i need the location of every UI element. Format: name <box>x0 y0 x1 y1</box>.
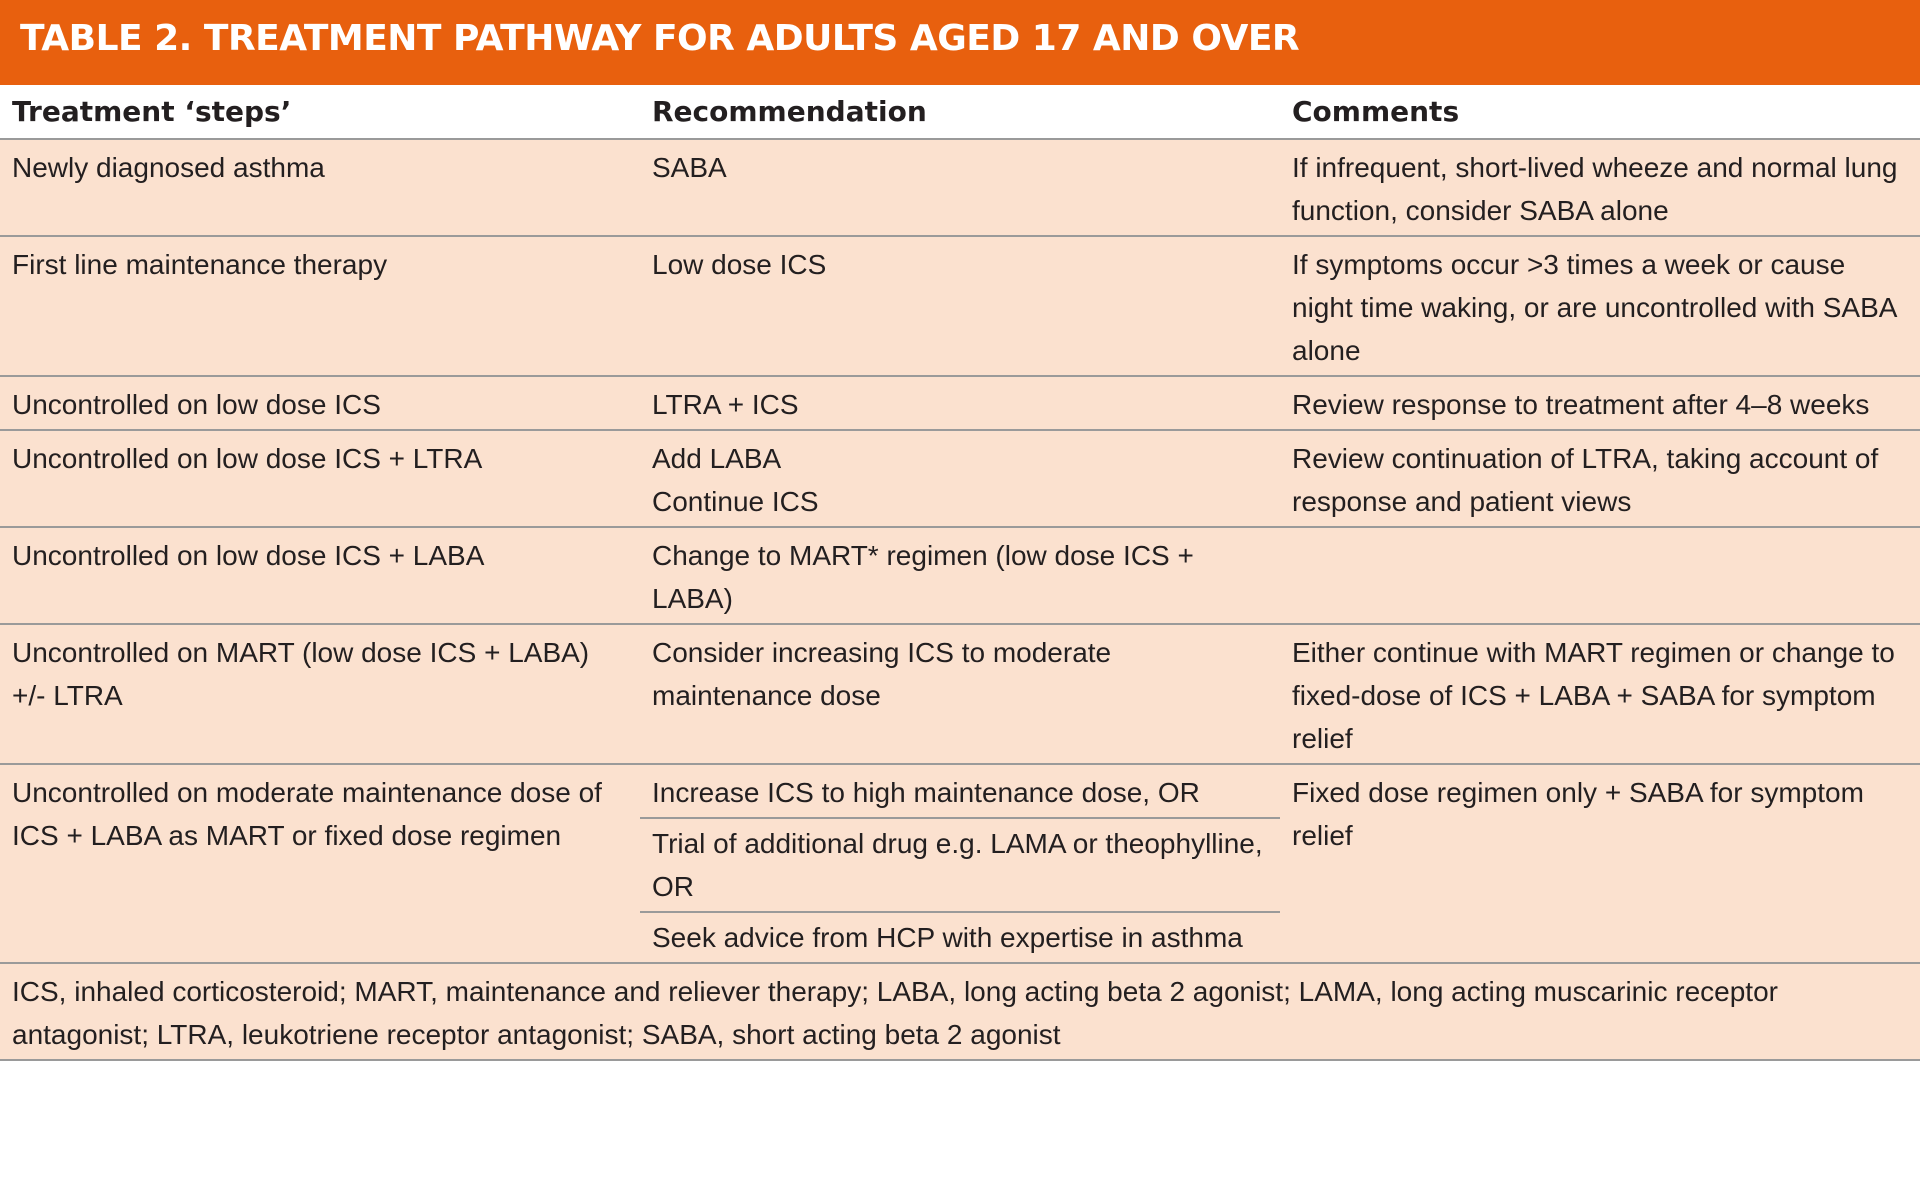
comment-cell: Review response to treatment after 4–8 w… <box>1280 376 1920 431</box>
step-cell: Uncontrolled on moderate maintenance dos… <box>0 764 640 964</box>
table-row: Uncontrolled on moderate maintenance dos… <box>0 764 1920 964</box>
treatment-table: Treatment ‘steps’ Recommendation Comment… <box>0 85 1920 1061</box>
comment-cell: Either continue with MART regimen or cha… <box>1280 624 1920 765</box>
table-row: Uncontrolled on low dose ICS LTRA + ICS … <box>0 376 1920 431</box>
comment-cell <box>1280 527 1920 625</box>
step-cell: Uncontrolled on low dose ICS + LABA <box>0 527 640 625</box>
step-cell: First line maintenance therapy <box>0 236 640 377</box>
recommendation-item: Seek advice from HCP with expertise in a… <box>652 922 1243 953</box>
recommendation-item: Trial of additional drug e.g. LAMA or th… <box>640 822 1280 913</box>
recommendation-cell: Consider increasing ICS to moderate main… <box>640 624 1280 765</box>
step-cell: Newly diagnosed asthma <box>0 139 640 237</box>
header-row: Treatment ‘steps’ Recommendation Comment… <box>0 85 1920 140</box>
recommendation-cell: Change to MART* regimen (low dose ICS + … <box>640 527 1280 625</box>
table-row: First line maintenance therapy Low dose … <box>0 236 1920 377</box>
recommendation-cell: SABA <box>640 139 1280 237</box>
footnote-row: ICS, inhaled corticosteroid; MART, maint… <box>0 963 1920 1061</box>
table-row: Uncontrolled on MART (low dose ICS + LAB… <box>0 624 1920 765</box>
table-row: Uncontrolled on low dose ICS + LABA Chan… <box>0 527 1920 625</box>
comment-cell: Fixed dose regimen only + SABA for sympt… <box>1280 764 1920 964</box>
column-header-comments: Comments <box>1280 85 1920 140</box>
recommendation-item: Increase ICS to high maintenance dose, O… <box>640 771 1280 819</box>
column-header-steps: Treatment ‘steps’ <box>0 85 640 140</box>
step-cell: Uncontrolled on low dose ICS + LTRA <box>0 430 640 528</box>
recommendation-cell: Increase ICS to high maintenance dose, O… <box>640 764 1280 964</box>
table-row: Newly diagnosed asthma SABA If infrequen… <box>0 139 1920 237</box>
step-cell: Uncontrolled on MART (low dose ICS + LAB… <box>0 624 640 765</box>
recommendation-cell: Low dose ICS <box>640 236 1280 377</box>
table-title: TABLE 2. TREATMENT PATHWAY FOR ADULTS AG… <box>20 18 1300 59</box>
footnote: ICS, inhaled corticosteroid; MART, maint… <box>0 963 1920 1061</box>
recommendation-cell: Add LABA Continue ICS <box>640 430 1280 528</box>
comment-cell: Review continuation of LTRA, taking acco… <box>1280 430 1920 528</box>
recommendation-item: Add LABA <box>652 443 782 474</box>
comment-cell: If symptoms occur >3 times a week or cau… <box>1280 236 1920 377</box>
recommendation-item: Continue ICS <box>652 486 819 517</box>
table-title-bar: TABLE 2. TREATMENT PATHWAY FOR ADULTS AG… <box>0 0 1920 85</box>
table-row: Uncontrolled on low dose ICS + LTRA Add … <box>0 430 1920 528</box>
step-cell: Uncontrolled on low dose ICS <box>0 376 640 431</box>
recommendation-cell: LTRA + ICS <box>640 376 1280 431</box>
column-header-recommendation: Recommendation <box>640 85 1280 140</box>
comment-cell: If infrequent, short-lived wheeze and no… <box>1280 139 1920 237</box>
